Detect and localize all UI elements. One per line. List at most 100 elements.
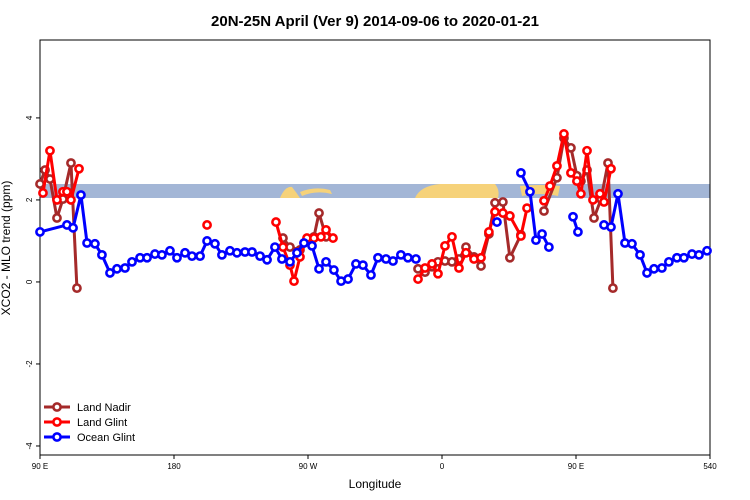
- point: [657, 263, 667, 273]
- y-tick-label: 4: [25, 115, 34, 120]
- point: [516, 167, 526, 178]
- point: [120, 263, 130, 273]
- point: [679, 252, 689, 263]
- point: [490, 197, 500, 208]
- point: [62, 186, 72, 197]
- point: [35, 227, 45, 237]
- point: [76, 190, 86, 200]
- point: [694, 249, 704, 260]
- point: [289, 276, 299, 287]
- point: [476, 252, 486, 263]
- point: [504, 252, 515, 263]
- point: [271, 217, 281, 227]
- point: [492, 217, 502, 227]
- point: [447, 231, 457, 242]
- point: [606, 163, 616, 174]
- point: [627, 238, 637, 249]
- point: [539, 206, 549, 216]
- point: [537, 229, 547, 239]
- point: [328, 233, 338, 243]
- point: [358, 260, 368, 271]
- point: [566, 167, 576, 178]
- point: [90, 238, 100, 249]
- legend-label: Land Glint: [77, 417, 127, 429]
- point: [38, 188, 48, 198]
- point: [545, 181, 555, 191]
- point: [461, 247, 471, 258]
- point: [285, 256, 295, 267]
- map-strip: [40, 184, 710, 198]
- point: [112, 263, 122, 274]
- point: [316, 231, 326, 242]
- point: [427, 259, 437, 269]
- y-tick-label: -4: [25, 442, 34, 450]
- point: [559, 129, 569, 139]
- point: [66, 195, 76, 205]
- y-tick-label: -2: [25, 360, 34, 368]
- point: [476, 261, 486, 271]
- point: [292, 247, 302, 258]
- point: [504, 211, 515, 221]
- point: [490, 206, 500, 217]
- legend-label: Land Nadir: [77, 402, 131, 414]
- point: [270, 242, 280, 252]
- point: [388, 256, 398, 266]
- point: [74, 163, 84, 174]
- point: [454, 263, 464, 273]
- point: [343, 274, 353, 284]
- point: [403, 252, 413, 263]
- point: [202, 236, 212, 246]
- point: [329, 265, 339, 275]
- point: [576, 188, 586, 199]
- point: [588, 195, 598, 205]
- legend-marker: [52, 432, 62, 442]
- point: [314, 263, 324, 274]
- point: [202, 220, 212, 230]
- point: [413, 274, 423, 284]
- x-tick-label: 90 E: [568, 462, 584, 471]
- point: [516, 231, 526, 241]
- point: [187, 251, 197, 262]
- point: [531, 235, 541, 246]
- point: [321, 224, 331, 235]
- y-tick-label: 0: [25, 279, 34, 284]
- point: [321, 256, 331, 267]
- point: [642, 268, 652, 278]
- point: [66, 158, 76, 168]
- point: [649, 263, 659, 274]
- point: [52, 195, 62, 205]
- point: [420, 263, 430, 273]
- y-axis-label: XCO2 - MLO trend (ppm): [0, 181, 13, 316]
- x-tick-label: 180: [167, 462, 181, 471]
- point: [552, 160, 562, 171]
- point: [483, 227, 494, 237]
- point: [82, 238, 92, 248]
- point: [702, 245, 712, 256]
- point: [210, 238, 220, 249]
- point: [232, 247, 242, 258]
- point: [255, 251, 265, 262]
- point: [97, 249, 107, 260]
- point: [142, 252, 152, 263]
- point: [172, 252, 182, 263]
- point: [573, 227, 583, 237]
- point: [52, 213, 62, 223]
- point: [72, 283, 82, 293]
- point: [165, 245, 175, 256]
- point: [525, 186, 535, 197]
- point: [664, 256, 674, 267]
- point: [440, 240, 450, 251]
- x-tick-label: 0: [440, 462, 445, 471]
- point: [606, 222, 616, 232]
- point: [217, 249, 227, 260]
- point: [314, 208, 324, 218]
- point: [68, 222, 78, 233]
- point: [599, 197, 609, 207]
- point: [595, 188, 605, 199]
- point: [613, 188, 623, 199]
- chart-title: 20N-25N April (Ver 9) 2014-09-06 to 2020…: [211, 13, 539, 30]
- point: [278, 242, 288, 252]
- legend-label: Ocean Glint: [77, 432, 135, 444]
- legend-marker: [52, 402, 62, 412]
- x-axis-label: Longitude: [349, 477, 402, 491]
